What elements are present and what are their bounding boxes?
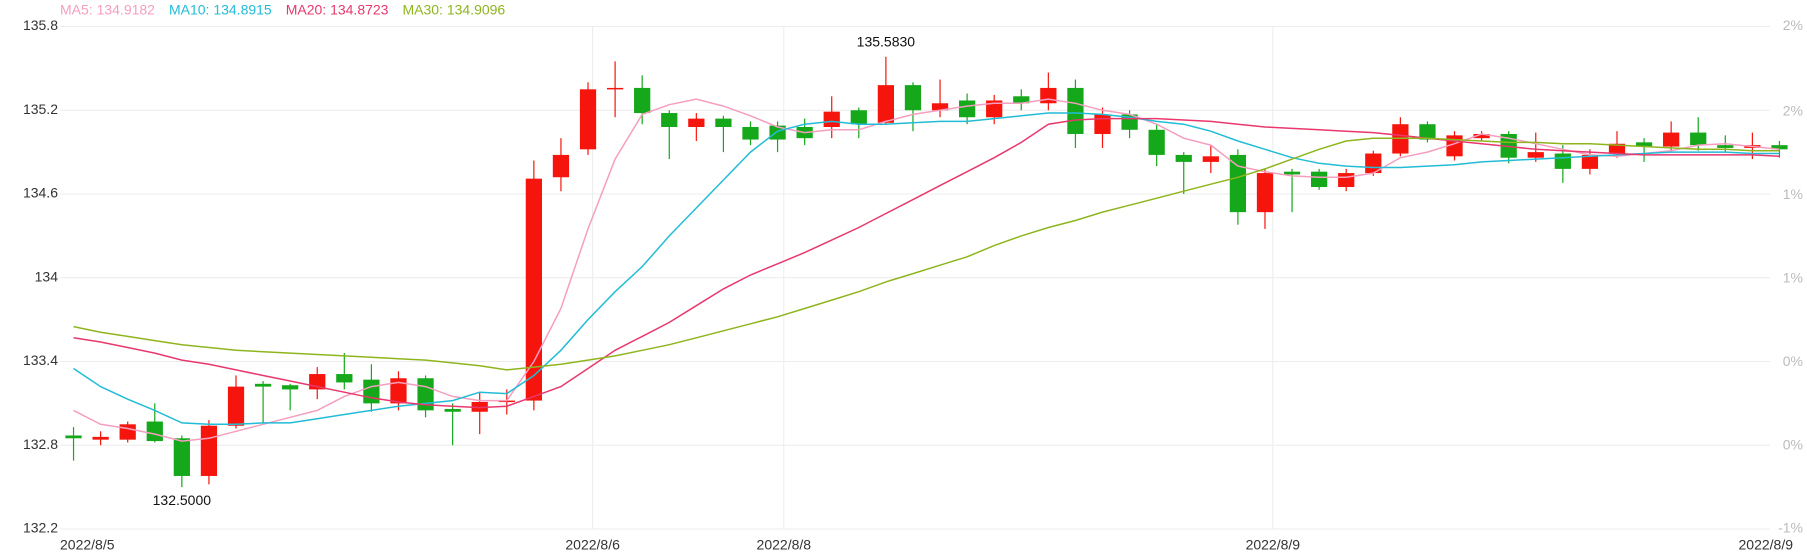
candle-body bbox=[661, 113, 678, 127]
x-tick-label: 2022/8/9 bbox=[1246, 537, 1301, 553]
candle-body bbox=[1283, 171, 1301, 175]
candle-body bbox=[1419, 124, 1436, 140]
candle-body bbox=[769, 125, 786, 140]
x-tick-label: 2022/8/8 bbox=[757, 537, 812, 553]
candle-body bbox=[1148, 129, 1165, 155]
candle-body bbox=[1690, 132, 1707, 146]
candle-body bbox=[390, 378, 407, 404]
candle-body bbox=[742, 127, 759, 140]
candle-body bbox=[958, 100, 976, 118]
candle-body bbox=[119, 424, 136, 440]
candle-body bbox=[931, 103, 949, 111]
candle-body bbox=[525, 178, 542, 401]
candle-body bbox=[1338, 173, 1355, 188]
x-tick-label: 2022/8/9 bbox=[1739, 537, 1794, 553]
candle-body bbox=[823, 111, 840, 127]
ma-line bbox=[73, 137, 1780, 371]
candle-body bbox=[1717, 145, 1734, 148]
candle-body bbox=[1608, 143, 1626, 154]
ma-line bbox=[73, 117, 1780, 409]
candle-body bbox=[1229, 154, 1247, 213]
candle-body bbox=[579, 89, 597, 150]
candle-body bbox=[1256, 173, 1274, 213]
candle-body bbox=[254, 383, 272, 387]
candle-body bbox=[173, 438, 190, 476]
y2-tick-label: 1% bbox=[1783, 269, 1803, 285]
legend-entry: MA5: 134.9182 bbox=[60, 2, 155, 18]
candle-body bbox=[688, 118, 705, 127]
candle-body bbox=[877, 85, 895, 123]
candle-body bbox=[1635, 142, 1653, 147]
y2-tick-label: 0% bbox=[1783, 353, 1803, 369]
candle-body bbox=[1554, 153, 1571, 169]
legend-entry: MA30: 134.9096 bbox=[402, 2, 505, 18]
candle-body bbox=[200, 425, 218, 476]
candle-body bbox=[1581, 154, 1599, 169]
candle-body bbox=[1473, 133, 1490, 139]
y-tick-label: 133.4 bbox=[23, 352, 58, 368]
candle-body bbox=[904, 85, 922, 111]
candle-body bbox=[986, 100, 1003, 118]
y-tick-label: 134 bbox=[35, 268, 59, 284]
x-tick-label: 2022/8/5 bbox=[60, 537, 115, 553]
y-tick-label: 134.6 bbox=[23, 185, 58, 201]
ma-line bbox=[73, 98, 1780, 442]
legend-entry: MA20: 134.8723 bbox=[286, 2, 389, 18]
candle-body bbox=[1040, 87, 1057, 104]
candle-body bbox=[552, 154, 570, 178]
candle-body bbox=[1311, 171, 1328, 188]
y-tick-label: 132.8 bbox=[23, 436, 58, 452]
candle-body bbox=[606, 87, 624, 90]
candle-body bbox=[1175, 154, 1192, 162]
candle-body bbox=[282, 385, 299, 390]
candle-body bbox=[850, 110, 867, 125]
y2-tick-label: 2% bbox=[1783, 102, 1803, 118]
candle-body bbox=[1202, 156, 1219, 162]
candle-body bbox=[634, 87, 651, 114]
candle-body bbox=[227, 386, 245, 426]
y-tick-label: 132.2 bbox=[23, 520, 58, 536]
legend-entry: MA10: 134.8915 bbox=[169, 2, 272, 18]
annotation: 132.5000 bbox=[153, 492, 212, 508]
candle-body bbox=[1771, 145, 1788, 150]
y-tick-label: 135.2 bbox=[23, 101, 58, 117]
y2-tick-label: 0% bbox=[1783, 436, 1803, 452]
candle-body bbox=[65, 435, 82, 439]
y2-tick-label: 2% bbox=[1783, 17, 1803, 33]
candle-body bbox=[1527, 152, 1544, 158]
candle-body bbox=[92, 436, 109, 440]
candle-body bbox=[1067, 87, 1084, 134]
annotation: 135.5830 bbox=[857, 33, 916, 49]
y2-tick-label: 1% bbox=[1783, 186, 1803, 202]
candle-body bbox=[336, 374, 353, 383]
candle-body bbox=[715, 118, 732, 127]
candle-body bbox=[1094, 114, 1111, 134]
y2-tick-label: -1% bbox=[1778, 520, 1803, 536]
candle-body bbox=[146, 421, 163, 442]
candle-body bbox=[363, 379, 380, 404]
candle-body bbox=[1663, 132, 1680, 147]
y-tick-label: 135.8 bbox=[23, 17, 58, 33]
legend: MA5: 134.9182 MA10: 134.8915 MA20: 134.872… bbox=[60, 2, 505, 18]
ma-line bbox=[73, 112, 1780, 426]
candle-body bbox=[444, 408, 461, 412]
x-tick-label: 2022/8/6 bbox=[565, 537, 620, 553]
candle-body bbox=[1013, 96, 1030, 104]
